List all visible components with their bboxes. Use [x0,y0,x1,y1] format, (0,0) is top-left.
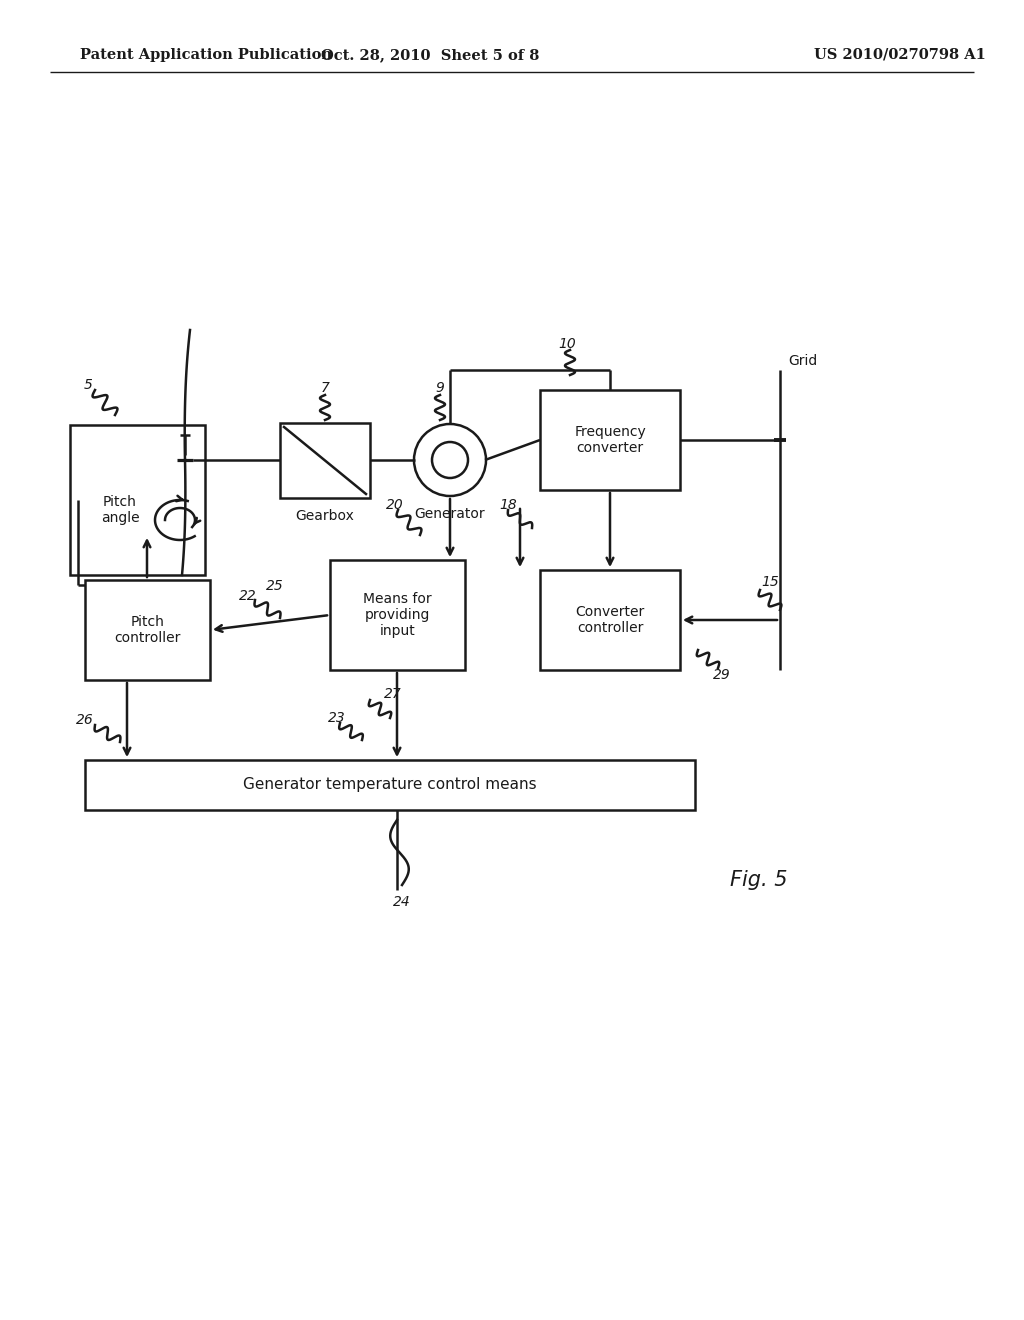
Text: Converter
controller: Converter controller [575,605,645,635]
Text: 23: 23 [328,711,346,725]
Bar [330,560,465,671]
Text: Fig. 5: Fig. 5 [730,870,787,890]
Text: 9: 9 [435,381,444,395]
Text: 25: 25 [266,579,284,593]
Bar [540,389,680,490]
Text: Patent Application Publication: Patent Application Publication [80,48,332,62]
Text: Gearbox: Gearbox [296,510,354,523]
Text: 22: 22 [240,589,257,603]
Text: 20: 20 [386,498,403,512]
Bar [540,570,680,671]
Text: Means for
providing
input: Means for providing input [364,591,432,638]
Text: 18: 18 [499,498,517,512]
Text: Pitch
controller: Pitch controller [115,615,180,645]
Text: 29: 29 [713,668,731,682]
Text: US 2010/0270798 A1: US 2010/0270798 A1 [814,48,986,62]
Bar [70,425,205,576]
Text: 27: 27 [384,686,401,701]
Text: Pitch
angle: Pitch angle [100,495,139,525]
Text: 10: 10 [558,337,575,351]
Bar [280,422,370,498]
Text: Grid: Grid [788,354,817,368]
Text: Generator: Generator [415,507,485,521]
Text: Oct. 28, 2010  Sheet 5 of 8: Oct. 28, 2010 Sheet 5 of 8 [321,48,540,62]
Text: 24: 24 [393,895,411,909]
Text: Generator temperature control means: Generator temperature control means [243,777,537,792]
Text: Frequency
converter: Frequency converter [574,425,646,455]
Text: 15: 15 [761,576,779,589]
Bar [85,760,695,810]
Bar [85,579,210,680]
Text: 5: 5 [84,378,92,392]
Text: 26: 26 [76,713,94,727]
Text: 7: 7 [321,381,330,395]
